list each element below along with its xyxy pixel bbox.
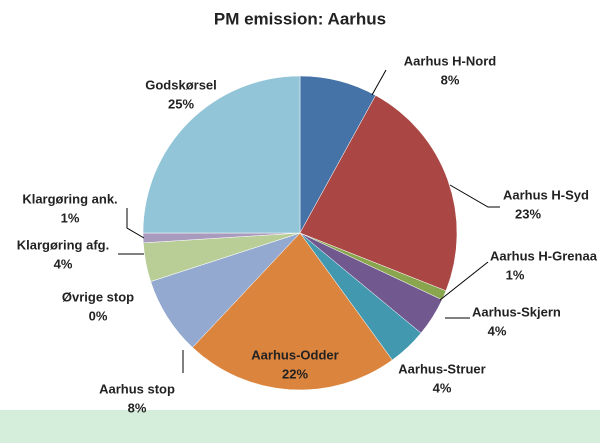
value-label: 8% — [441, 72, 460, 87]
slice-label: Klargøring ank. — [22, 191, 117, 206]
leader-line — [439, 261, 489, 301]
footer-band — [0, 410, 600, 443]
slice-label: Aarhus H-Syd — [503, 187, 589, 202]
value-label: 4% — [54, 256, 73, 271]
slice-label: Aarhus H-Grenaa — [490, 248, 598, 263]
value-label: 8% — [128, 400, 147, 415]
leader-line — [449, 184, 500, 208]
pie-slice — [299, 95, 458, 292]
value-label: 4% — [488, 323, 507, 338]
slice-label: Aarhus-Odder — [251, 347, 338, 362]
value-label: 23% — [515, 206, 541, 221]
value-label: 4% — [433, 380, 452, 395]
value-label: 25% — [168, 96, 194, 111]
value-label: 1% — [61, 210, 80, 225]
pie-slice — [142, 75, 301, 234]
leader-line — [371, 69, 387, 96]
chart-title: PM emission: Aarhus — [214, 9, 386, 28]
labels: Aarhus H-Nord 8% Aarhus H-Syd 23% Aarhus H-G… — [17, 53, 598, 415]
value-label: 22% — [282, 366, 308, 381]
slice-label: Klargøring afg. — [17, 237, 109, 252]
slice-label: Aarhus stop — [99, 381, 175, 396]
slice-label: Godskørsel — [145, 77, 217, 92]
value-label: 1% — [506, 267, 525, 282]
slice-label: Aarhus-Skjern — [472, 304, 561, 319]
pie-slice — [192, 232, 393, 391]
pie — [142, 75, 458, 391]
slice-label: Aarhus-Struer — [398, 361, 485, 376]
value-label: 0% — [89, 308, 108, 323]
slice-label: Øvrige stop — [62, 289, 134, 304]
slice-label: Aarhus H-Nord — [404, 53, 497, 68]
leader-line — [126, 208, 145, 239]
